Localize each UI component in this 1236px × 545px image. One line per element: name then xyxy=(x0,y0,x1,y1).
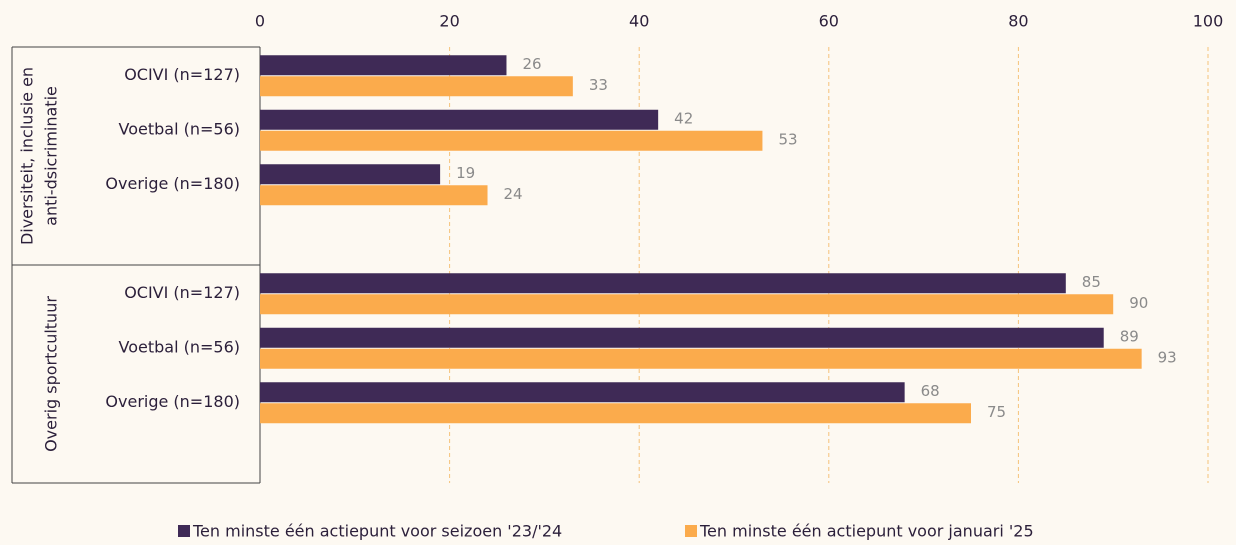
bar xyxy=(260,348,1142,369)
value-label: 53 xyxy=(778,130,797,148)
value-label: 24 xyxy=(504,185,523,203)
bar xyxy=(260,382,905,403)
value-label: 93 xyxy=(1158,348,1177,366)
value-label: 75 xyxy=(987,403,1006,421)
legend-label: Ten minste één actiepunt voor januari '2… xyxy=(699,522,1034,541)
bar xyxy=(260,403,971,424)
x-tick-label: 20 xyxy=(439,12,459,31)
category-label: OCIVI (n=127) xyxy=(124,65,240,84)
value-label: 42 xyxy=(674,109,693,127)
value-label: 85 xyxy=(1082,273,1101,291)
x-tick-label: 40 xyxy=(629,12,649,31)
value-label: 90 xyxy=(1129,294,1148,312)
category-label: Voetbal (n=56) xyxy=(119,337,241,356)
bar xyxy=(260,273,1066,294)
value-label: 68 xyxy=(921,382,940,400)
bar xyxy=(260,109,659,130)
category-label: Overige (n=180) xyxy=(105,174,240,193)
legend-swatch xyxy=(178,525,190,537)
x-tick-label: 60 xyxy=(819,12,839,31)
group-label: anti-dsicriminatie xyxy=(42,86,61,226)
bar xyxy=(260,130,763,151)
x-tick-label: 100 xyxy=(1193,12,1224,31)
group-label: Diversiteit, inclusie en xyxy=(18,67,37,245)
bar xyxy=(260,185,488,206)
legend-label: Ten minste één actiepunt voor seizoen '2… xyxy=(192,522,562,541)
value-label: 26 xyxy=(522,55,541,73)
value-label: 89 xyxy=(1120,327,1139,345)
x-tick-label: 0 xyxy=(255,12,265,31)
group-label: Overig sportcultuur xyxy=(42,296,61,452)
category-label: OCIVI (n=127) xyxy=(124,283,240,302)
bar xyxy=(260,76,573,97)
bar xyxy=(260,327,1104,348)
legend-swatch xyxy=(685,525,697,537)
value-label: 19 xyxy=(456,164,475,182)
value-label: 33 xyxy=(589,76,608,94)
category-label: Overige (n=180) xyxy=(105,392,240,411)
category-label: Voetbal (n=56) xyxy=(119,119,241,138)
bar xyxy=(260,294,1114,315)
bar xyxy=(260,55,507,76)
x-tick-label: 80 xyxy=(1008,12,1028,31)
bar xyxy=(260,164,441,185)
